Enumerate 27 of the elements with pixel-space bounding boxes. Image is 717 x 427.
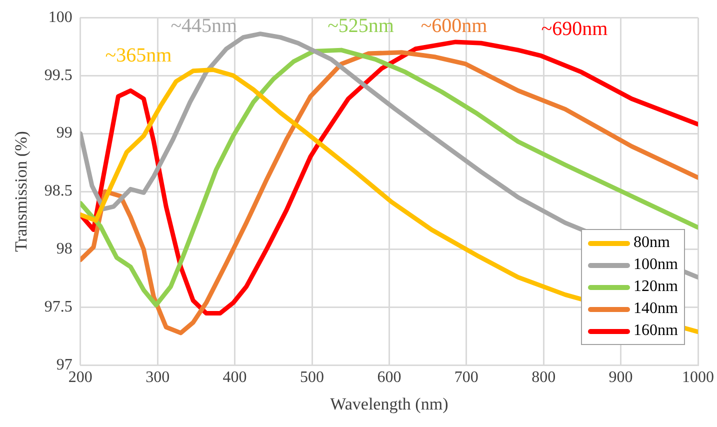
y-tick-label: 97.5	[44, 298, 72, 316]
legend-label: 140nm	[634, 299, 678, 319]
x-tick-label: 600	[377, 369, 402, 386]
annotation: ~600nm	[420, 14, 488, 37]
legend-label: 120nm	[634, 277, 678, 297]
y-axis-title: Transmission (%)	[12, 131, 31, 252]
annotation: ~445nm	[170, 14, 238, 37]
x-tick-label: 800	[532, 369, 556, 386]
legend-label: 80nm	[634, 233, 670, 253]
y-tick-label: 98	[56, 240, 72, 258]
x-tick-label: 1000	[682, 369, 714, 386]
x-tick-label: 700	[454, 369, 478, 386]
y-tick-label: 99.5	[44, 66, 72, 84]
x-tick-label: 300	[146, 369, 170, 386]
x-tick-label: 200	[68, 369, 92, 386]
annotation: ~690nm	[541, 18, 608, 40]
y-tick-label: 98.5	[44, 182, 72, 200]
legend-label: 100nm	[634, 255, 678, 275]
x-tick-label: 900	[608, 369, 633, 386]
y-tick-label: 100	[48, 8, 72, 26]
y-tick-label: 99	[56, 124, 72, 142]
annotation: ~365nm	[105, 44, 172, 66]
x-tick-label: 400	[222, 369, 247, 386]
x-tick-label: 500	[300, 369, 324, 386]
x-axis-title: Wavelength (nm)	[330, 394, 448, 414]
legend-label: 160nm	[634, 321, 678, 341]
annotation: ~525nm	[328, 14, 394, 37]
